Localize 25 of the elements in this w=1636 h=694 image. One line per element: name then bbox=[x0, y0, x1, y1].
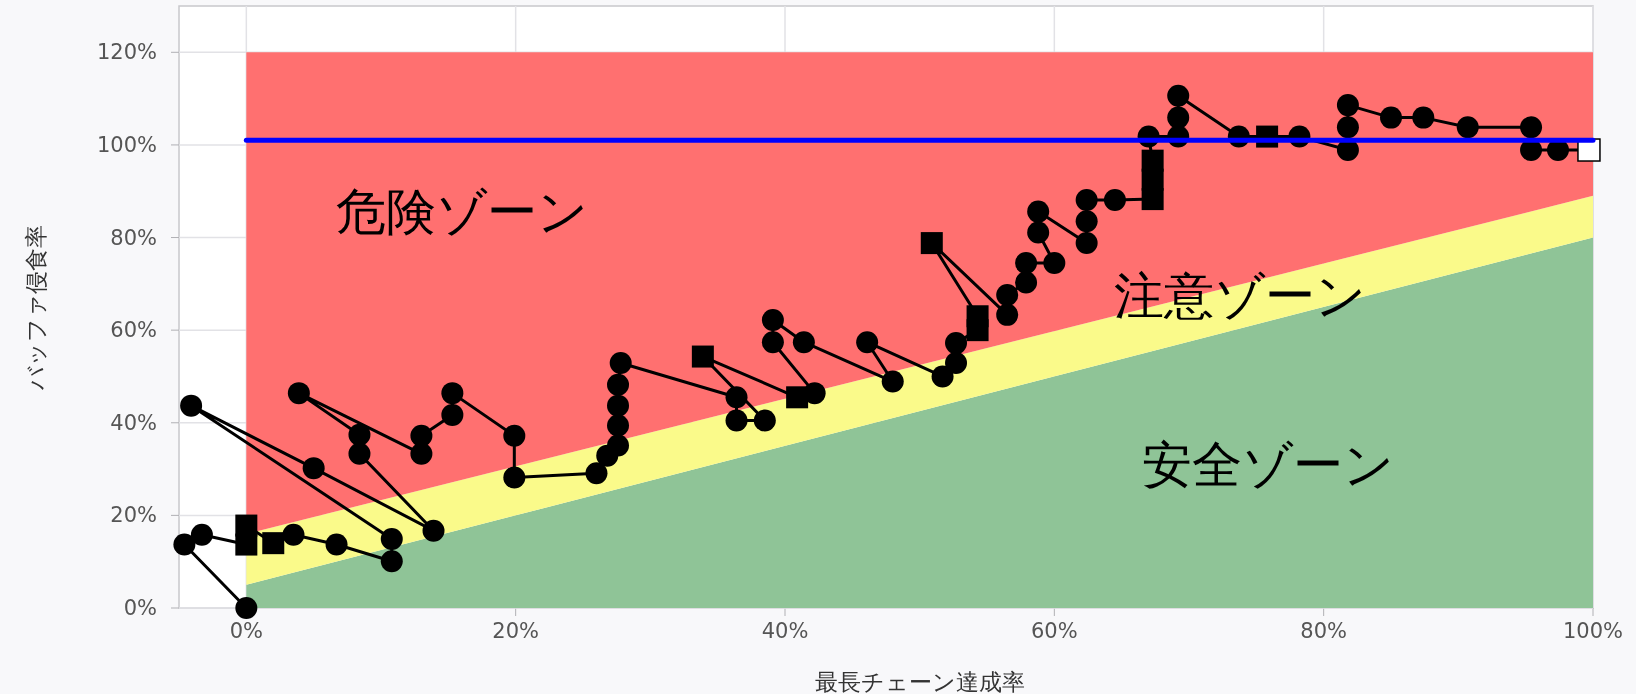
x-tick-label: 80% bbox=[1300, 619, 1348, 643]
point bbox=[966, 305, 989, 328]
point bbox=[1141, 149, 1164, 172]
point bbox=[691, 345, 714, 368]
x-tick-label: 60% bbox=[1030, 619, 1078, 643]
point bbox=[262, 532, 285, 555]
y-tick-label: 100% bbox=[96, 132, 157, 157]
y-tick-label: 80% bbox=[110, 225, 157, 250]
annotation: 注意ゾーン bbox=[1113, 267, 1366, 326]
x-tick-label: 100% bbox=[1562, 619, 1624, 643]
point bbox=[235, 514, 258, 537]
y-tick-label: 0% bbox=[123, 596, 157, 620]
point bbox=[786, 386, 809, 409]
y-axis-title: バッファ侵食率 bbox=[23, 224, 49, 391]
x-tick-label: 40% bbox=[761, 619, 809, 643]
annotation: 危険ゾーン bbox=[335, 182, 588, 241]
x-tick-label: 0% bbox=[229, 619, 263, 643]
y-tick-label: 20% bbox=[110, 503, 157, 528]
point bbox=[920, 232, 943, 255]
x-tick-label: 20% bbox=[492, 619, 540, 643]
x-axis-title: 最長チェーン達成率 bbox=[814, 669, 1025, 694]
y-tick-label: 120% bbox=[96, 40, 157, 65]
annotation: 安全ゾーン bbox=[1141, 435, 1394, 494]
y-tick-label: 40% bbox=[110, 410, 157, 435]
y-tick-label: 60% bbox=[110, 318, 157, 343]
